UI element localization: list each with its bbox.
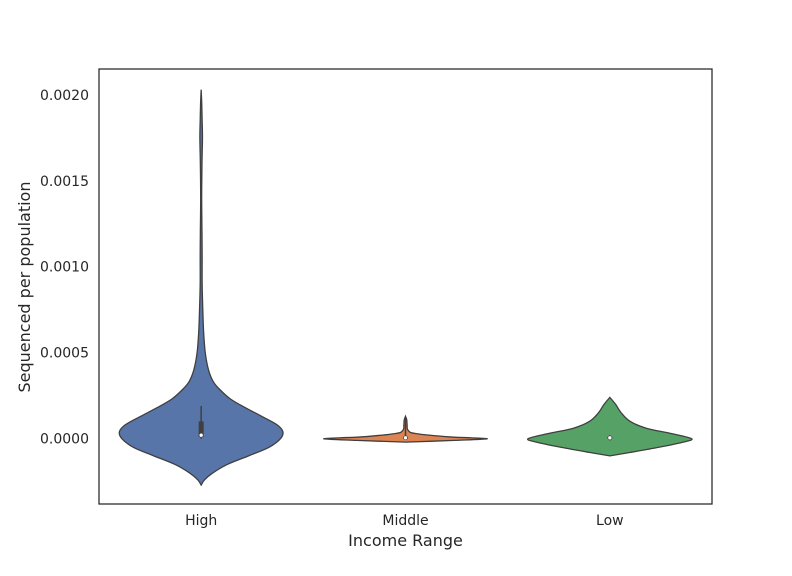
x-axis-ticks: High Middle Low — [185, 513, 624, 529]
y-tick-label: 0.0020 — [40, 88, 89, 104]
violin-iqr-box — [198, 421, 204, 437]
y-tick-label: 0.0000 — [40, 432, 89, 448]
violin-median-point — [403, 435, 408, 441]
x-axis-label: Income Range — [348, 531, 463, 550]
violins — [118, 89, 693, 487]
x-tick-label: High — [185, 513, 217, 529]
x-tick-label: Middle — [382, 513, 428, 529]
y-axis-label: Sequenced per population — [15, 182, 34, 393]
violin-median-point — [198, 432, 204, 438]
y-axis-ticks: 0.0000 0.0005 0.0010 0.0015 0.0020 — [40, 88, 89, 448]
y-tick-label: 0.0015 — [40, 174, 89, 190]
x-tick-label: Low — [596, 513, 624, 529]
y-tick-label: 0.0005 — [40, 346, 89, 362]
y-tick-label: 0.0010 — [40, 260, 89, 276]
plot-frame — [98, 68, 713, 505]
violin-median-point — [607, 435, 613, 441]
violin-low — [526, 396, 693, 457]
violin-high — [118, 89, 284, 487]
